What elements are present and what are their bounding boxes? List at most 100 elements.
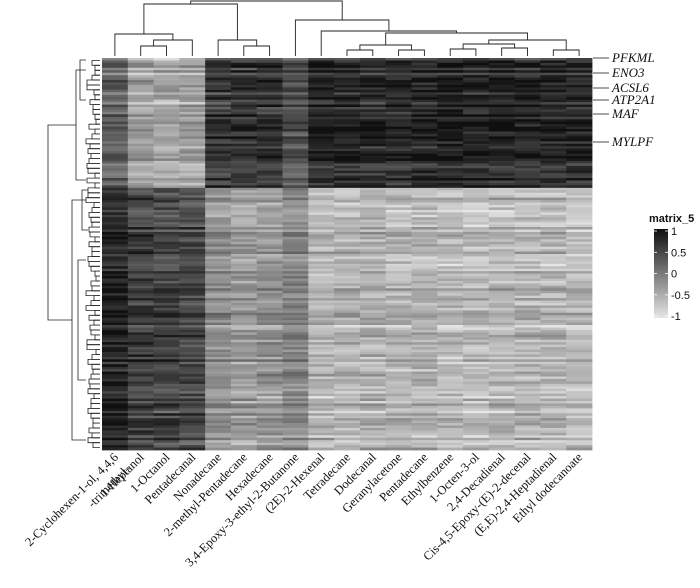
heatmap-cell	[566, 334, 593, 338]
heatmap-cell	[411, 156, 438, 159]
heatmap-cell	[256, 160, 283, 164]
heatmap-cell	[205, 207, 232, 211]
heatmap-cell	[308, 148, 335, 152]
dendrogram-branch	[71, 199, 86, 441]
heatmap-cell	[256, 87, 283, 91]
heatmap-cell	[566, 437, 593, 441]
heatmap-cell	[102, 212, 129, 216]
dendrogram-branch	[47, 124, 76, 321]
heatmap-cell	[256, 116, 283, 120]
heatmap-cell	[308, 212, 335, 216]
heatmap-cell	[540, 386, 567, 390]
heatmap-cell	[127, 408, 154, 412]
heatmap-cell	[308, 303, 335, 306]
heatmap-cell	[385, 195, 412, 199]
heatmap-cell	[230, 366, 258, 370]
dendrogram-branch	[87, 388, 100, 395]
heatmap-cell	[359, 283, 387, 287]
dendrogram-branch	[91, 432, 100, 439]
heatmap-cell	[205, 158, 232, 162]
heatmap-cell	[230, 315, 258, 319]
heatmap-cell	[385, 219, 412, 223]
heatmap-cell	[488, 263, 516, 267]
heatmap-cell	[153, 273, 180, 277]
heatmap-cell	[359, 352, 387, 355]
heatmap-cell	[514, 413, 541, 417]
heatmap-cell	[153, 146, 180, 150]
heatmap-cell	[411, 234, 438, 238]
heatmap-cell	[463, 234, 490, 238]
heatmap-cell	[463, 60, 490, 64]
heatmap-cell	[282, 119, 309, 123]
heatmap-cell	[308, 143, 335, 147]
heatmap-cell	[488, 104, 516, 108]
heatmap-cell	[102, 342, 129, 346]
heatmap-cell	[308, 60, 335, 64]
heatmap-cell	[102, 344, 129, 348]
heatmap-cell	[514, 170, 541, 174]
heatmap-cell	[334, 70, 361, 74]
dendrogram-branch	[217, 39, 258, 56]
heatmap-cell	[282, 305, 309, 309]
heatmap-cell	[463, 239, 490, 243]
heatmap-cell	[230, 70, 258, 74]
heatmap-cell	[359, 94, 387, 98]
heatmap-cell	[179, 197, 206, 201]
heatmap-cell	[205, 136, 232, 140]
heatmap-cell	[308, 393, 335, 397]
heatmap-cell	[127, 337, 154, 341]
heatmap-cell	[566, 337, 593, 341]
heatmap-cell	[179, 187, 206, 191]
heatmap-cell	[359, 361, 387, 365]
heatmap-cell	[437, 229, 464, 233]
heatmap-cell	[359, 231, 387, 235]
heatmap-cell	[282, 396, 309, 399]
heatmap-cell	[411, 60, 438, 64]
heatmap-cell	[411, 393, 438, 397]
heatmap-cell	[385, 244, 412, 248]
heatmap-cell	[437, 258, 464, 262]
dendrogram-branch	[94, 172, 100, 179]
heatmap-cell	[566, 432, 593, 436]
heatmap-cell	[488, 447, 516, 451]
row-dendrogram	[47, 59, 100, 448]
heatmap-cell	[102, 364, 129, 368]
heatmap-cell	[463, 148, 490, 152]
heatmap-cell	[153, 325, 180, 328]
heatmap-cell	[540, 327, 567, 331]
heatmap-cell	[463, 268, 490, 272]
heatmap-cell	[514, 344, 541, 348]
heatmap-cell	[102, 65, 129, 69]
heatmap-cell	[463, 173, 490, 176]
heatmap-cell	[179, 427, 206, 431]
heatmap-cell	[334, 209, 361, 213]
heatmap-cell	[205, 300, 232, 304]
heatmap-cell	[463, 254, 490, 257]
heatmap-cell	[308, 173, 335, 176]
heatmap-cell	[463, 366, 490, 370]
heatmap-cell	[514, 325, 541, 328]
heatmap-cell	[566, 153, 593, 157]
heatmap-cell	[540, 146, 567, 150]
heatmap-cell	[359, 89, 387, 93]
heatmap-cell	[463, 427, 490, 431]
dendrogram-branch	[93, 393, 100, 399]
heatmap-cell	[385, 303, 412, 306]
heatmap-cell	[282, 273, 309, 277]
heatmap-cell	[566, 87, 593, 91]
heatmap-cell	[463, 219, 490, 223]
heatmap-cell	[308, 405, 335, 409]
heatmap-cell	[514, 408, 541, 412]
heatmap-cell	[334, 82, 361, 86]
heatmap-cell	[308, 342, 335, 346]
heatmap-cell	[205, 129, 232, 132]
heatmap-cell	[308, 67, 335, 71]
heatmap-cell	[205, 241, 232, 245]
heatmap-cell	[127, 170, 154, 174]
heatmap-cell	[230, 82, 258, 86]
heatmap-cell	[308, 401, 335, 404]
heatmap-cell	[230, 97, 258, 101]
dendrogram-branch	[92, 422, 100, 429]
heatmap-cell	[385, 58, 412, 61]
heatmap-cell	[127, 344, 154, 348]
